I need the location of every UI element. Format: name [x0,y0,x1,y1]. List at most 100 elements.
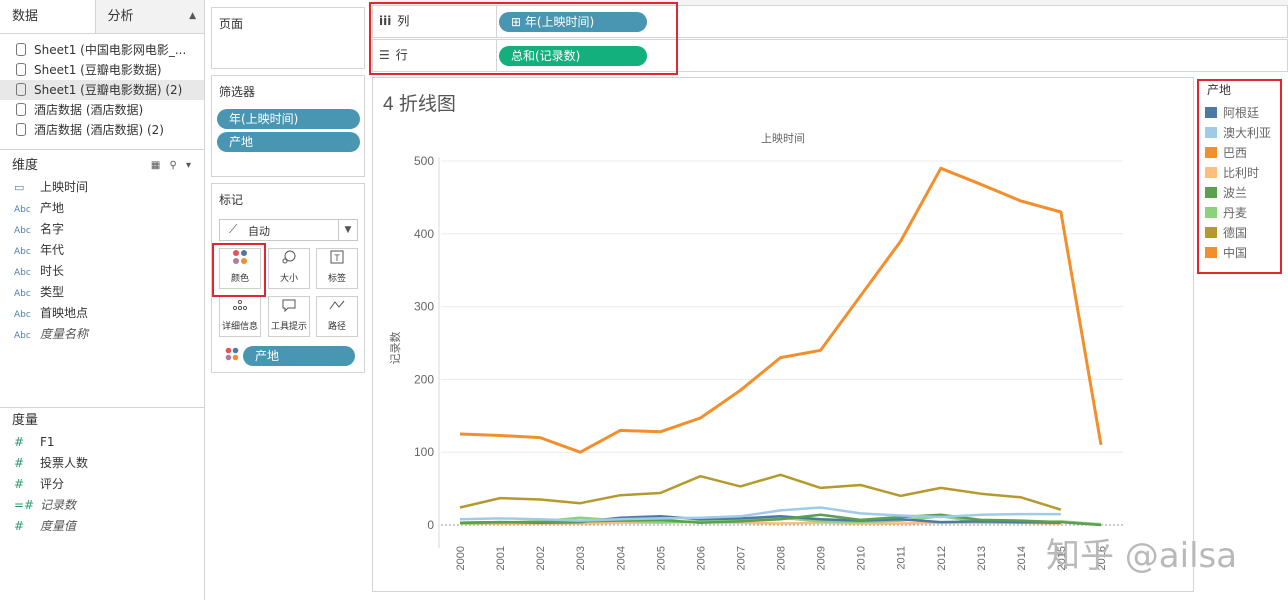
x-tick-label: 2007 [735,546,747,570]
detail-button[interactable]: 详细信息 [219,296,261,337]
dimensions-tools-icon[interactable]: ▦ ⚲ ▾ [150,160,194,171]
marks-card: 标记 ⟋ 自动 ▼ 颜色 大小 T 标签 详细信息 工具提示 [211,183,365,373]
datasource-item[interactable]: 酒店数据 (酒店数据) (2) [0,120,204,140]
series-line[interactable] [459,513,1102,527]
x-tick-label: 2016 [1096,546,1108,570]
measure-field[interactable]: # 度量值 [0,516,204,537]
dimension-field[interactable]: Abc 名字 [0,219,204,240]
x-tick-label: 2008 [776,546,788,570]
string-type-icon: Abc [14,331,31,341]
dimension-field[interactable]: Abc 产地 [0,198,204,219]
dimension-field[interactable]: ▭ 上映时间 [0,177,204,198]
path-button-label: 路径 [327,322,346,332]
label-button[interactable]: T 标签 [316,248,358,289]
mark-type-select[interactable]: ⟋ 自动 ▼ [219,219,358,241]
legend-title: 产地 [1207,83,1232,97]
dimension-field[interactable]: Abc 首映地点 [0,303,204,324]
datasource-item[interactable]: Sheet1 (中国电影网电影_... [0,40,204,60]
tab-data[interactable]: 数据 [0,0,96,33]
path-icon [317,297,357,319]
dimension-field[interactable]: Abc 时长 [0,261,204,282]
color-dots-icon [220,249,260,271]
dimension-field[interactable]: Abc 类型 [0,282,204,303]
label-icon: T [317,249,357,271]
highlight-box-color [212,243,266,297]
x-ticks: 2000 2001 2002 2003 2004 2005 2006 2007 2008 2009… [455,546,1108,570]
pane-tabs: 数据 分析 ▲ [0,0,204,34]
tab-menu-icon[interactable]: ▲ [189,11,196,21]
y-axis-title: 记录数 [389,332,402,365]
legend-items: 阿根廷 澳大利亚 巴西比利时波兰 丹麦 德国中国 [1198,103,1282,263]
x-tick-label: 2003 [575,546,587,570]
measure-field-label: 评分 [40,477,65,491]
series-line[interactable] [459,166,1103,454]
measures-title: 度量 [12,413,39,428]
y-tick-label: 500 [414,154,434,168]
tooltip-icon [269,297,309,319]
legend-label: 比利时 [1223,166,1260,180]
dimension-field-label: 产地 [40,201,65,215]
legend-item[interactable]: 波兰 [1198,183,1282,203]
color-legend: 产地 阿根廷 澳大利亚 巴西比利时波兰 丹麦 德国中国 [1198,77,1282,271]
legend-item[interactable]: 阿根廷 [1198,103,1282,123]
columns-label: 列 [397,14,410,28]
dimension-field[interactable]: Abc 度量名称 [0,324,204,345]
size-button[interactable]: 大小 [268,248,310,289]
measure-field-label: 投票人数 [40,456,89,470]
series-line[interactable] [459,506,1061,522]
number-type-icon: # [14,435,25,449]
measure-field[interactable]: # F1 [0,432,204,453]
chart-view: 4 折线图 上映时间 记录数 0 100 200 300 400 500 2000 2001… [372,77,1194,592]
filter-pill-year[interactable]: 年(上映时间) [217,109,360,129]
datasource-item[interactable]: 酒店数据 (酒店数据) [0,100,204,120]
data-pane: 数据 分析 ▲ Sheet1 (中国电影网电影_... Sheet1 (豆瓣电影数… [0,0,205,600]
tab-analysis-label: 分析 [107,9,134,24]
gridlines [441,160,1123,526]
datasource-item[interactable]: Sheet1 (豆瓣电影数据) [0,60,204,80]
measure-list: # F1 # 投票人数 # 评分 =# 记录数 # 度量值 [0,432,204,537]
y-tick-label: 0 [427,518,434,532]
legend-item[interactable]: 澳大利亚 [1198,123,1282,143]
pages-card[interactable]: 页面 [211,7,365,69]
line-chart: 4 折线图 上映时间 记录数 0 100 200 300 400 500 2000 2001… [383,93,1123,570]
dimension-field[interactable]: Abc 年代 [0,240,204,261]
tooltip-button[interactable]: 工具提示 [268,296,310,337]
columns-shelf[interactable]: iii 列 ⊞ 年(上映时间) [372,5,1288,38]
x-tick-label: 2009 [816,546,828,570]
y-ticks: 0 100 200 300 400 500 [414,154,434,532]
measure-field[interactable]: # 投票人数 [0,453,204,474]
measure-field[interactable]: # 评分 [0,474,204,495]
legend-label: 中国 [1223,246,1248,260]
legend-item[interactable]: 比利时 [1198,163,1282,183]
measure-field[interactable]: =# 记录数 [0,495,204,516]
highlight-box-shelves [369,2,678,75]
series-lines [459,166,1103,527]
path-button[interactable]: 路径 [316,296,358,337]
measure-field-label: 记录数 [40,498,77,512]
legend-swatch [1205,147,1217,158]
y-tick-label: 400 [414,227,434,241]
columns-icon: iii [379,14,392,28]
dimension-field-label: 名字 [40,222,65,236]
columns-pill-year[interactable]: ⊞ 年(上映时间) [499,12,647,32]
tab-analysis[interactable]: 分析 ▲ [95,0,204,33]
rows-pill-count[interactable]: 总和(记录数) [499,46,647,66]
color-button[interactable]: 颜色 [219,248,261,289]
x-tick-label: 2011 [896,546,908,570]
legend-item[interactable]: 巴西 [1198,143,1282,163]
rows-shelf[interactable]: ☰ 行 总和(记录数) [372,39,1288,72]
filter-pill-origin[interactable]: 产地 [217,132,360,152]
datasource-item[interactable]: Sheet1 (豆瓣电影数据) (2) [0,80,204,100]
color-pill-origin[interactable]: 产地 [243,346,355,366]
marks-title: 标记 [219,193,244,207]
legend-item[interactable]: 德国 [1198,223,1282,243]
x-tick-label: 2013 [976,546,988,570]
chevron-down-icon[interactable]: ▼ [338,220,357,240]
series-line[interactable] [459,473,1062,511]
legend-item[interactable]: 丹麦 [1198,203,1282,223]
line-mark-icon: ⟋ [229,222,238,236]
legend-swatch [1205,127,1217,138]
x-tick-label: 2015 [1056,546,1068,570]
legend-item[interactable]: 中国 [1198,243,1282,263]
detail-icon [220,297,260,319]
